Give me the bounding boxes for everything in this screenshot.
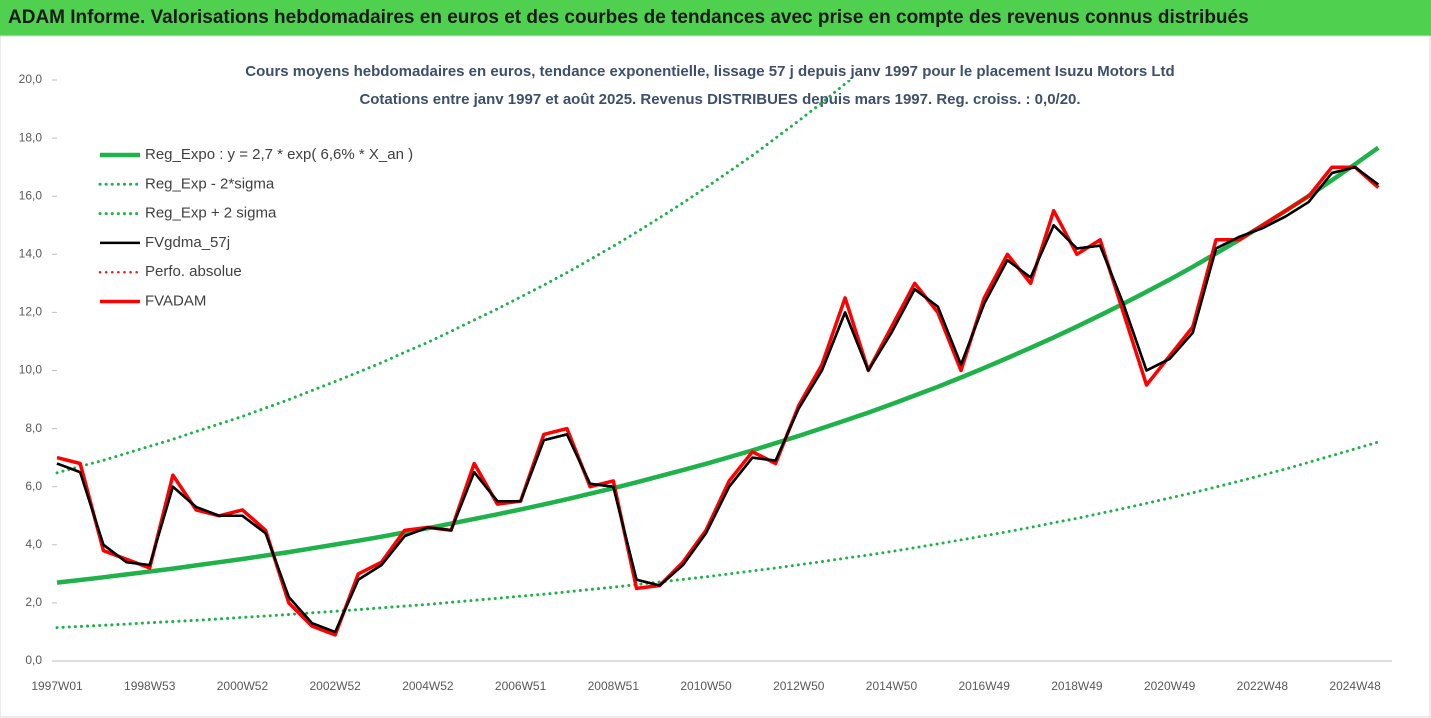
x-tick-label: 2014W50 [866,679,918,693]
x-tick-label: 1998W53 [124,679,176,693]
legend-label: FVADAM [145,292,206,309]
legend-label: Reg_Expo : y = 2,7 * exp( 6,6% * X_an ) [145,146,413,163]
y-tick-label: 6,0 [25,479,42,493]
series-line [56,145,1380,585]
chart-title: Cours moyens hebdomadaires en euros, ten… [245,63,1174,80]
x-tick-label: 2012W50 [773,679,825,693]
y-tick-label: 20,0 [19,72,43,86]
series-line [55,80,853,475]
legend-label: Perfo. absolue [145,263,242,280]
legend-label: FVgdma_57j [145,234,230,251]
y-tick-label: 8,0 [25,421,42,435]
y-tick-label: 4,0 [25,537,42,551]
header-bar [0,0,1431,36]
x-tick-label: 2016W49 [959,679,1011,693]
series-line [56,165,1380,634]
legend-label: Reg_Exp + 2 sigma [145,205,277,222]
y-tick-label: 14,0 [19,246,43,260]
legend-label: Reg_Exp - 2*sigma [145,175,275,192]
x-tick-label: 2022W48 [1237,679,1289,693]
y-tick-label: 0,0 [25,653,42,667]
y-tick-label: 18,0 [19,130,43,144]
plot-area [55,80,1380,637]
x-tick-label: 2004W52 [402,679,454,693]
chart-subtitle: Cotations entre janv 1997 et août 2025. … [359,91,1080,108]
x-tick-label: 2020W49 [1144,679,1196,693]
page-title: ADAM Informe. Valorisations hebdomadaire… [8,7,1249,28]
x-tick-label: 2002W52 [309,679,361,693]
y-tick-label: 12,0 [19,305,43,319]
x-tick-label: 2008W51 [588,679,640,693]
x-tick-label: 2018W49 [1051,679,1103,693]
y-tick-label: 2,0 [25,595,42,609]
x-tick-label: 2000W52 [217,679,269,693]
y-tick-label: 16,0 [19,188,43,202]
series-line [55,440,1380,630]
x-tick-label: 1997W01 [31,679,83,693]
y-tick-label: 10,0 [19,363,43,377]
x-tick-label: 2024W48 [1329,679,1381,693]
chart-frame [0,35,1431,718]
x-tick-label: 2006W51 [495,679,547,693]
x-tick-label: 2010W50 [680,679,732,693]
